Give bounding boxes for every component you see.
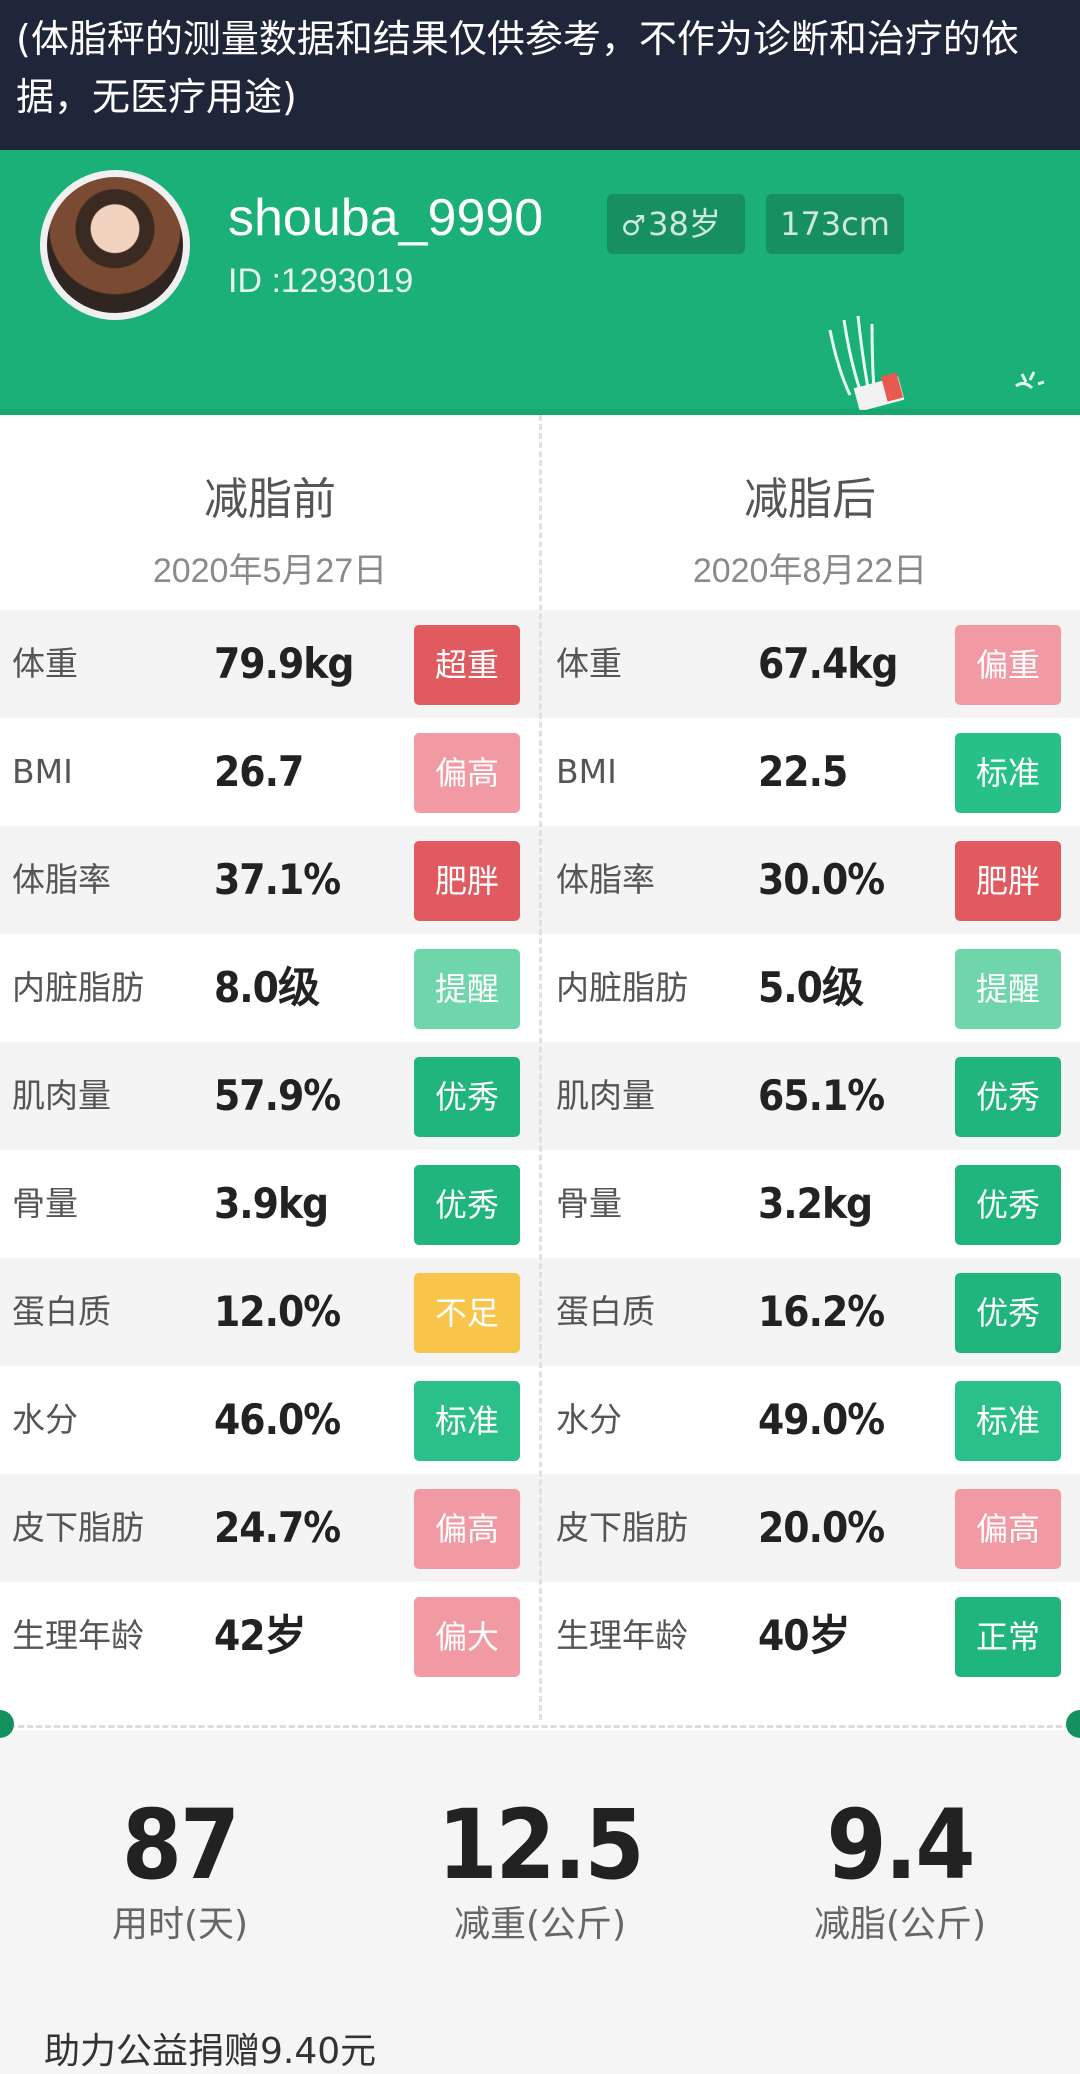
status-badge-after: 肥胖 <box>955 841 1061 921</box>
metric-value-before: 79.9kg <box>214 639 354 688</box>
after-header: 减脂后 2020年8月22日 <box>540 415 1080 592</box>
username: shouba_9990 <box>228 189 544 247</box>
donation-text: 助力公益捐赠9.40元 <box>44 2031 377 2072</box>
age-value: 38岁 <box>648 205 721 243</box>
metric-label-before: 体重 <box>12 644 78 683</box>
status-badge-after: 标准 <box>955 733 1061 813</box>
status-badge-before: 提醒 <box>414 949 520 1029</box>
metric-label-after: 体脂率 <box>556 860 655 899</box>
metric-label-after: 肌肉量 <box>556 1076 655 1115</box>
table-row: 水分 46.0% 水分 49.0% 标准 标准 <box>0 1366 1080 1474</box>
status-badge-after: 优秀 <box>955 1057 1061 1137</box>
metric-label-after: 体重 <box>556 644 622 683</box>
table-row: BMI 26.7 BMI 22.5 偏高 标准 <box>0 718 1080 826</box>
status-badge-after: 偏重 <box>955 625 1061 705</box>
metric-value-before: 8.0级 <box>214 963 320 1012</box>
stat-days: 87 用时(天) <box>0 1790 360 1950</box>
metric-label-before: 内脏脂肪 <box>12 968 144 1007</box>
metric-value-after: 49.0% <box>758 1395 885 1444</box>
status-badge-before: 肥胖 <box>414 841 520 921</box>
metric-label-after: 水分 <box>556 1400 622 1439</box>
male-icon: ♂ <box>621 209 647 242</box>
stat-fat-loss: 9.4 减脂(公斤) <box>720 1790 1080 1950</box>
comparison-panel: 减脂前 2020年5月27日 减脂后 2020年8月22日 体重 79.9kg 体重… <box>0 415 1080 1730</box>
stat-fat-loss-value: 9.4 <box>826 1789 976 1901</box>
metric-value-after: 16.2% <box>758 1287 885 1336</box>
metric-value-before: 46.0% <box>214 1395 341 1444</box>
status-badge-before: 标准 <box>414 1381 520 1461</box>
metric-value-after: 22.5 <box>758 747 848 796</box>
disclaimer-text: (体脂秤的测量数据和结果仅供参考，不作为诊断和治疗的依据，无医疗用途) <box>0 0 1080 150</box>
status-badge-before: 超重 <box>414 625 520 705</box>
stat-weight-loss: 12.5 减重(公斤) <box>360 1790 720 1950</box>
metric-value-after: 67.4kg <box>758 639 898 688</box>
avatar[interactable] <box>40 170 190 320</box>
metric-value-before: 57.9% <box>214 1071 341 1120</box>
metric-value-before: 37.1% <box>214 855 341 904</box>
hand-illustration-icon <box>828 315 905 410</box>
metric-label-before: 体脂率 <box>12 860 111 899</box>
metric-value-before: 42岁 <box>214 1611 307 1660</box>
before-header: 减脂前 2020年5月27日 <box>0 415 540 592</box>
status-badge-after: 优秀 <box>955 1273 1061 1353</box>
metric-label-after: 内脏脂肪 <box>556 968 688 1007</box>
metric-value-after: 5.0级 <box>758 963 864 1012</box>
stat-fat-loss-caption: 减脂(公斤) <box>813 1904 987 1945</box>
stat-days-caption: 用时(天) <box>111 1904 249 1945</box>
status-badge-after: 偏高 <box>955 1489 1061 1569</box>
before-date: 2020年5月27日 <box>152 552 388 590</box>
section-divider <box>0 1725 1080 1728</box>
metric-label-before: 肌肉量 <box>12 1076 111 1115</box>
table-row: 骨量 3.9kg 骨量 3.2kg 优秀 优秀 <box>0 1150 1080 1258</box>
metric-label-after: 皮下脂肪 <box>556 1508 688 1547</box>
metric-label-before: 生理年龄 <box>12 1616 144 1655</box>
metric-value-after: 30.0% <box>758 855 885 904</box>
status-badge-after: 提醒 <box>955 949 1061 1029</box>
metric-value-before: 3.9kg <box>214 1179 329 1228</box>
stat-days-value: 87 <box>121 1789 240 1901</box>
status-badge-after: 优秀 <box>955 1165 1061 1245</box>
user-id: ID :1293019 <box>228 262 414 300</box>
metric-label-before: 水分 <box>12 1400 78 1439</box>
stat-weight-loss-value: 12.5 <box>437 1789 644 1901</box>
metric-label-before: 蛋白质 <box>12 1292 111 1331</box>
status-badge-before: 不足 <box>414 1273 520 1353</box>
after-date: 2020年8月22日 <box>692 552 928 590</box>
table-row: 内脏脂肪 8.0级 内脏脂肪 5.0级 提醒 提醒 <box>0 934 1080 1042</box>
after-title: 减脂后 <box>744 474 876 525</box>
metric-label-after: 骨量 <box>556 1184 622 1223</box>
column-divider <box>539 415 542 1720</box>
metric-value-before: 12.0% <box>214 1287 341 1336</box>
stat-weight-loss-caption: 减重(公斤) <box>453 1904 627 1945</box>
status-badge-before: 优秀 <box>414 1165 520 1245</box>
metric-value-after: 40岁 <box>758 1611 851 1660</box>
status-badge-before: 偏大 <box>414 1597 520 1677</box>
metric-value-after: 3.2kg <box>758 1179 873 1228</box>
status-badge-before: 偏高 <box>414 733 520 813</box>
metric-value-before: 26.7 <box>214 747 304 796</box>
ticket-notch-left <box>0 1710 14 1738</box>
ticket-notch-right <box>1066 1710 1080 1738</box>
metric-value-after: 65.1% <box>758 1071 885 1120</box>
profile-header: shouba_9990 ID :1293019 ♂38岁 173cm <box>0 150 1080 415</box>
metric-value-after: 20.0% <box>758 1503 885 1552</box>
metric-value-before: 24.7% <box>214 1503 341 1552</box>
status-badge-after: 正常 <box>955 1597 1061 1677</box>
status-badge-before: 偏高 <box>414 1489 520 1569</box>
before-title: 减脂前 <box>204 474 336 525</box>
status-badge-after: 标准 <box>955 1381 1061 1461</box>
table-row: 生理年龄 42岁 生理年龄 40岁 偏大 正常 <box>0 1582 1080 1690</box>
status-badge-before: 优秀 <box>414 1057 520 1137</box>
sparkle-icon <box>1015 371 1045 390</box>
height-tag: 173cm <box>766 194 904 254</box>
metric-label-before: 骨量 <box>12 1184 78 1223</box>
metric-label-before: BMI <box>12 752 73 791</box>
metric-label-after: BMI <box>556 752 617 791</box>
metric-label-after: 蛋白质 <box>556 1292 655 1331</box>
age-tag: ♂38岁 <box>607 194 745 254</box>
metric-label-after: 生理年龄 <box>556 1616 688 1655</box>
metric-label-before: 皮下脂肪 <box>12 1508 144 1547</box>
